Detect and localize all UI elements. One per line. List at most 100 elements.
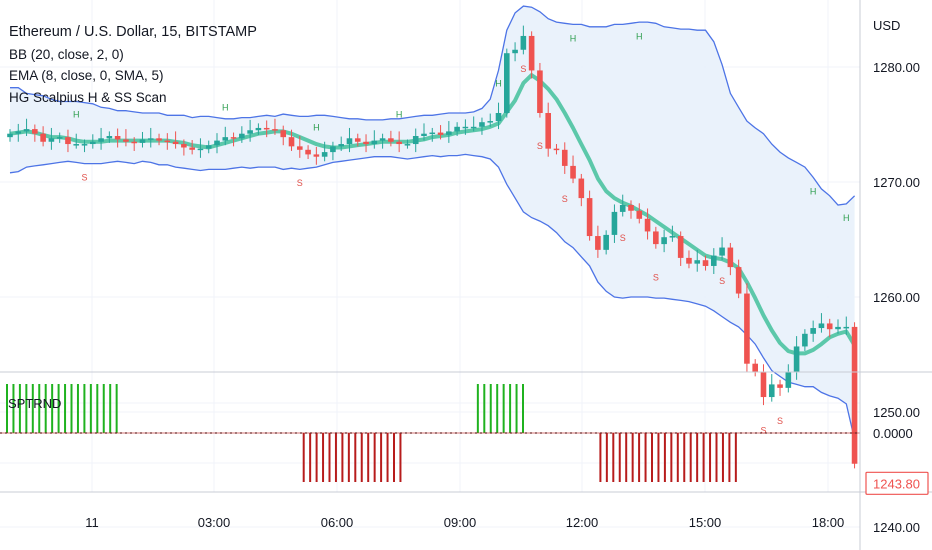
candle-body[interactable] [90, 141, 96, 145]
candle-body[interactable] [603, 234, 609, 250]
candle-body[interactable] [818, 323, 825, 329]
candle-body[interactable] [321, 152, 328, 157]
candle-body[interactable] [644, 218, 651, 232]
candle-body[interactable] [777, 384, 783, 388]
candle-body[interactable] [263, 127, 270, 130]
candle-body[interactable] [338, 144, 344, 147]
candle-body[interactable] [570, 165, 576, 179]
candle-body[interactable] [760, 371, 767, 398]
time-tick-label[interactable]: 03:00 [198, 515, 231, 530]
candle-body[interactable] [330, 146, 336, 153]
candle-body[interactable] [255, 127, 262, 131]
candle-body[interactable] [793, 346, 800, 372]
candle-body[interactable] [371, 140, 378, 145]
candle-body[interactable] [139, 139, 146, 143]
candle-body[interactable] [843, 326, 850, 329]
candle-body[interactable] [114, 136, 121, 140]
candle-body[interactable] [454, 126, 460, 132]
candle-body[interactable] [56, 137, 63, 139]
candle-body[interactable] [123, 139, 129, 142]
candle-body[interactable] [81, 144, 88, 146]
candle-body[interactable] [462, 126, 469, 129]
candle-body[interactable] [354, 138, 361, 142]
candle-body[interactable] [106, 136, 113, 139]
candle-body[interactable] [189, 147, 195, 150]
candle-body[interactable] [628, 205, 634, 211]
candle-body[interactable] [470, 126, 477, 129]
candle-body[interactable] [313, 154, 320, 157]
candle-body[interactable] [619, 205, 626, 212]
candle-body[interactable] [98, 138, 104, 142]
candle-body[interactable] [785, 371, 792, 388]
candle-body[interactable] [421, 133, 427, 136]
time-tick-label[interactable]: 11 [85, 515, 99, 530]
candle-body[interactable] [487, 121, 494, 123]
indicator-zero-label[interactable]: 0.0000 [873, 426, 913, 441]
time-tick-label[interactable]: 09:00 [444, 515, 477, 530]
candle-body[interactable] [694, 260, 701, 264]
candle-body[interactable] [48, 138, 55, 142]
candle-body[interactable] [661, 237, 667, 245]
legend-scan[interactable]: HG Scalpius H & SS Scan [9, 89, 167, 105]
candle-body[interactable] [131, 141, 137, 144]
candle-body[interactable] [239, 133, 245, 139]
legend-ema[interactable]: EMA (8, close, 0, SMA, 5) [9, 68, 164, 83]
candle-body[interactable] [504, 53, 510, 113]
candle-body[interactable] [851, 326, 858, 464]
candle-body[interactable] [396, 141, 402, 145]
candle-body[interactable] [181, 144, 187, 148]
candle-body[interactable] [653, 231, 659, 245]
candle-body[interactable] [735, 267, 742, 294]
candle-body[interactable] [379, 138, 386, 141]
legend-bb[interactable]: BB (20, close, 2, 0) [9, 46, 124, 62]
candle-body[interactable] [65, 137, 71, 145]
price-tick-label[interactable]: 1260.00 [873, 290, 920, 305]
candle-body[interactable] [826, 323, 833, 330]
candle-body[interactable] [595, 236, 601, 250]
candle-body[interactable] [305, 149, 311, 155]
candle-body[interactable] [727, 247, 734, 268]
candle-body[interactable] [222, 137, 229, 141]
last-price-badge[interactable] [865, 471, 929, 495]
candle-body[interactable] [346, 138, 353, 145]
candle-body[interactable] [247, 130, 253, 134]
candle-body[interactable] [669, 236, 676, 238]
candle-body[interactable] [172, 141, 179, 145]
candle-body[interactable] [553, 148, 560, 151]
price-tick-label[interactable]: 1280.00 [873, 60, 920, 75]
candle-body[interactable] [802, 333, 808, 347]
price-tick-label[interactable]: 1270.00 [873, 175, 920, 190]
candle-body[interactable] [677, 236, 684, 258]
symbol-title[interactable]: Ethereum / U.S. Dollar, 15, BITSTAMP [9, 24, 257, 40]
price-tick-label[interactable]: 1240.00 [873, 520, 920, 535]
candle-body[interactable] [197, 148, 204, 151]
candle-body[interactable] [272, 129, 278, 131]
time-tick-label[interactable]: 18:00 [812, 515, 845, 530]
candle-body[interactable] [752, 363, 758, 372]
candle-body[interactable] [686, 257, 692, 264]
candle-body[interactable] [297, 146, 303, 150]
candle-body[interactable] [214, 140, 220, 146]
candle-body[interactable] [545, 113, 551, 149]
candle-body[interactable] [73, 144, 80, 146]
candle-body[interactable] [611, 211, 618, 235]
candle-body[interactable] [23, 129, 30, 132]
candle-body[interactable] [7, 133, 13, 138]
time-tick-label[interactable]: 06:00 [321, 515, 354, 530]
candle-body[interactable] [810, 328, 816, 334]
candle-body[interactable] [205, 145, 212, 149]
candle-body[interactable] [537, 70, 543, 113]
currency-label[interactable]: USD [873, 18, 900, 33]
candle-body[interactable] [586, 198, 593, 237]
candle-body[interactable] [388, 138, 394, 142]
candle-body[interactable] [768, 384, 775, 398]
time-tick-label[interactable]: 15:00 [689, 515, 722, 530]
time-tick-label[interactable]: 12:00 [566, 515, 599, 530]
candle-body[interactable] [561, 149, 568, 166]
candle-body[interactable] [15, 131, 22, 134]
candle-body[interactable] [40, 133, 46, 142]
candle-body[interactable] [230, 137, 237, 139]
candle-body[interactable] [280, 130, 287, 138]
candle-body[interactable] [32, 129, 38, 134]
